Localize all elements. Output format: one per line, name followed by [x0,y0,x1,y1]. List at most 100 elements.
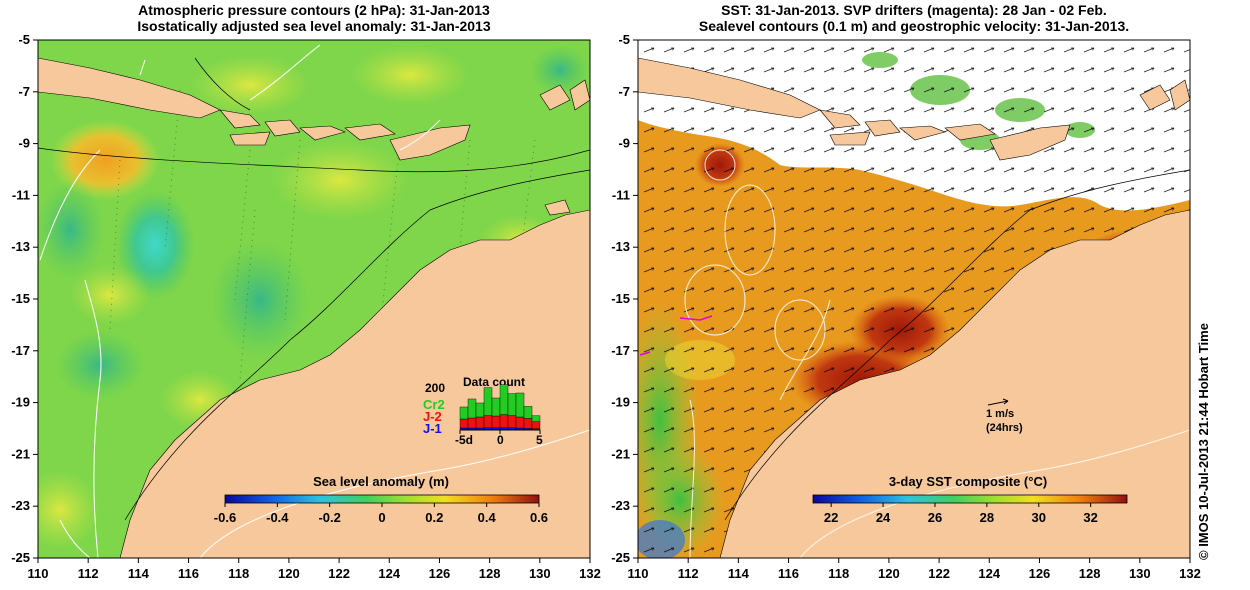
y-tick-label: -7 [18,84,30,99]
y-tick-label: -7 [618,84,630,99]
histogram-bar-j2 [515,416,525,429]
sst-colorbar-tick-label: 28 [980,510,994,525]
x-tick-label: 128 [1079,566,1101,581]
altimeter-tracks [109,89,536,381]
data-count-max: 200 [425,381,445,395]
sla-colorbar-tick-label: -0.4 [266,510,289,525]
legend-j2: J-2 [423,409,442,424]
velocity-scale: 1 m/s (24hrs) [986,398,1023,434]
histogram-bar-j2 [491,415,501,428]
histogram-bar-cr2 [531,415,541,422]
y-tick-label: -21 [611,446,630,461]
right-map [638,40,1190,558]
histogram-bar-j2 [467,417,477,429]
data-count-title: Data count [463,375,525,389]
x-tick-label: 116 [778,566,799,581]
x-tick-label: 124 [978,566,1000,581]
left-map-title-line2: Isostatically adjusted sea level anomaly… [137,18,491,34]
histogram-bar-cr2 [515,392,525,418]
y-tick-label: -5 [618,32,630,47]
bathymetry-contours-right [724,169,1190,521]
histogram-bar-cr2 [523,406,533,419]
sla-colorbar: Sea level anomaly (m) -0.6 -0.4 -0.2 0 0.2 0.… [214,474,548,525]
x-tick-label: 120 [878,566,900,581]
legend-cr2: Cr2 [423,397,445,412]
pressure-contours [39,44,590,558]
right-map-title-line1: SST: 31-Jan-2013. SVP drifters (magenta)… [721,2,1107,18]
x-tick-label: 114 [128,566,150,581]
histogram-xtick-end: 5 [536,433,543,447]
y-tick-label: -19 [11,395,30,410]
x-tick-label: 112 [78,566,99,581]
sla-colorbar-tick-label: -0.6 [214,510,236,525]
sst-colorbar: 3-day SST composite (°C) 22 24 26 28 30 32 [812,474,1128,525]
y-tick-label: -9 [618,136,630,151]
svp-drifters [639,315,713,356]
australia-land-right [719,209,1190,558]
x-tick-label: 110 [28,566,49,581]
y-tick-label: -23 [611,498,630,513]
sst-colorbar-tick-label: 22 [824,510,838,525]
right-map-axes: 110 112 114 116 118 120 122 124 126 128 130 132 -5 -7… [611,32,1201,581]
x-tick-label: 126 [1029,566,1051,581]
velocity-scale-label: 1 m/s [986,408,1014,420]
sea-level-contours-right [684,149,1190,558]
histogram-bar-j2 [507,415,517,428]
x-tick-label: 110 [628,566,649,581]
y-tick-label: -13 [11,239,30,254]
x-tick-label: 120 [278,566,300,581]
x-tick-label: 130 [529,566,551,581]
legend-j1: J-1 [423,421,442,436]
x-tick-label: 116 [178,566,199,581]
histogram-bar-cr2 [507,393,517,416]
left-map [38,40,590,558]
x-tick-label: 112 [678,566,699,581]
histogram-xtick-start: -5d [455,433,473,447]
sla-colorbar-tick-label: 0.4 [478,510,497,525]
velocity-scale-duration: (24hrs) [986,422,1023,434]
x-tick-label: 128 [479,566,501,581]
y-tick-label: -13 [611,239,630,254]
histogram-bar-cr2 [499,384,509,415]
x-tick-label: 124 [378,566,400,581]
y-tick-label: -11 [612,187,630,202]
left-map-title-line1: Atmospheric pressure contours (2 hPa): 3… [138,2,490,18]
x-tick-label: 122 [328,566,350,581]
sst-colorbar-tick-label: 24 [876,510,891,525]
y-tick-label: -25 [11,550,30,565]
x-tick-label: 118 [228,566,249,581]
y-tick-label: -23 [11,498,30,513]
sla-colorbar-tick-label: 0 [378,510,385,525]
y-tick-label: -21 [11,446,30,461]
x-tick-label: 118 [828,566,849,581]
histogram-bar-cr2 [459,406,469,420]
x-tick-label: 126 [429,566,451,581]
y-tick-label: -25 [611,550,630,565]
histogram-bar-j2 [483,415,493,428]
histogram-bar-j2 [475,416,485,429]
y-tick-label: -11 [12,187,30,202]
x-tick-label: 132 [1179,566,1201,581]
sla-colorbar-tick-label: 0.2 [425,510,443,525]
left-map-axes: 110 112 114 116 118 120 122 124 126 128 130 132 -5 -7… [11,32,601,581]
data-count-histogram [459,384,541,431]
y-tick-label: -15 [11,291,30,306]
imos-credit: © IMOS 10-Jul-2013 21:44 Hobart Time [1196,323,1211,560]
histogram-xtick-zero: 0 [497,433,504,447]
y-tick-label: -15 [611,291,630,306]
right-map-title-line2: Sealevel contours (0.1 m) and geostrophi… [698,18,1130,34]
indonesian-islands-left [38,57,590,216]
x-tick-label: 130 [1129,566,1151,581]
data-count-inset: Data count 200 Cr2 J-2 J-1 -5d 0 5 [423,375,543,447]
y-tick-label: -17 [611,343,630,358]
sst-colorbar-tick-label: 30 [1032,510,1046,525]
x-tick-label: 132 [579,566,601,581]
sla-colorbar-tick-label: 0.6 [530,510,548,525]
y-tick-label: -19 [611,395,630,410]
y-tick-label: -5 [18,32,30,47]
australia-land-left [119,209,590,558]
y-tick-label: -17 [11,343,30,358]
histogram-bar-j2 [531,421,541,429]
sst-colorbar-label: 3-day SST composite (°C) [889,474,1047,489]
